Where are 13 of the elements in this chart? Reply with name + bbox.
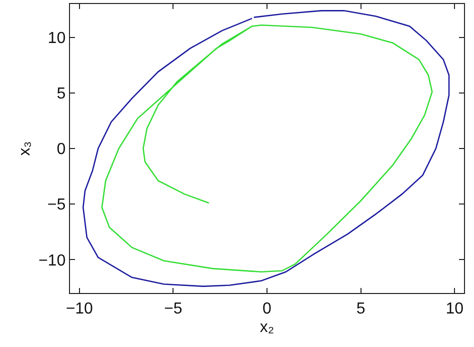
y-tick-label: 0 — [56, 141, 66, 158]
y-tick-label: 5 — [56, 86, 66, 103]
x-tick-label: 0 — [262, 300, 272, 318]
line-series — [82, 10, 450, 287]
x-tick-label: 5 — [356, 300, 366, 318]
line-series — [101, 24, 433, 273]
y-tick-label: −10 — [38, 252, 66, 270]
y-axis-title: x₃ — [16, 141, 34, 156]
y-tick-label: 10 — [48, 30, 66, 47]
x-axis-title: x₂ — [260, 319, 274, 336]
x-tick-label: −5 — [164, 300, 182, 318]
x-tick-label: 10 — [446, 300, 464, 318]
y-tick-label: −5 — [47, 196, 66, 214]
